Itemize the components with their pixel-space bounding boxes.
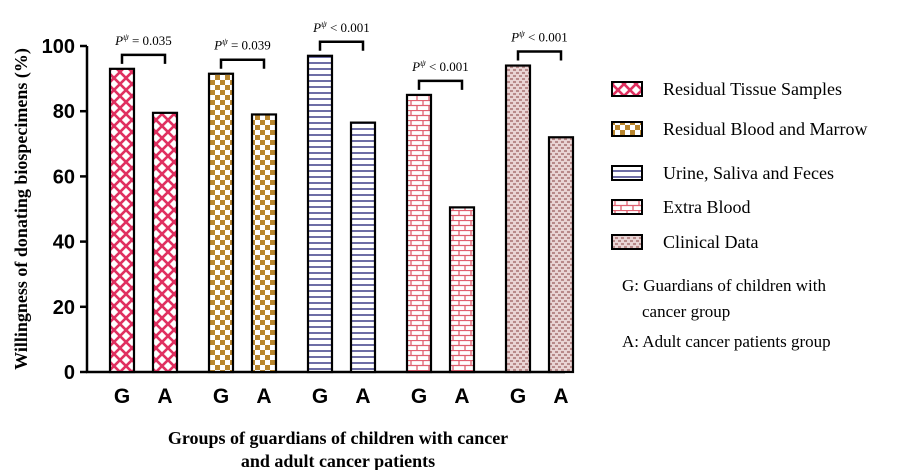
significance-layer: Pψ = 0.035 Pψ = 0.039 Pψ < 0.001 Pψ < 0.001… [114, 19, 568, 90]
bar-a [349, 121, 377, 374]
legend-swatch [611, 81, 643, 97]
bar-g [405, 93, 433, 374]
x-tick-label: A [454, 385, 469, 408]
y-axis-label: Willingness of donating biospecimens (%) [11, 48, 32, 370]
legend-label: Urine, Saliva and Feces [663, 163, 834, 183]
significance-bracket [219, 58, 266, 69]
x-tick-label: A [157, 385, 172, 408]
bars-layer [108, 54, 575, 374]
significance-bracket [318, 40, 365, 51]
legend-swatch [611, 234, 643, 250]
x-axis-label-line2: and adult cancer patients [241, 451, 435, 470]
x-axis-label-line1: Groups of guardians of children with can… [168, 428, 508, 448]
legend-label: Residual Tissue Samples [663, 79, 842, 99]
x-tick-label: G [114, 385, 130, 408]
y-tick-label: 100 [42, 36, 75, 58]
x-tick-label: G [312, 385, 328, 408]
p-value-label: Pψ < 0.001 [312, 19, 370, 35]
group-notes: G: Guardians of children with cancer grou… [622, 276, 831, 351]
note-line: A: Adult cancer patients group [622, 332, 831, 351]
bar-g [207, 72, 235, 374]
legend-label: Residual Blood and Marrow [663, 119, 867, 139]
p-value-label: Pψ < 0.001 [510, 29, 568, 45]
legend-label: Extra Blood [663, 197, 751, 217]
y-tick-label: 20 [53, 297, 75, 319]
y-axis: 0 20 40 60 80 100 [42, 36, 89, 384]
bar-a [547, 136, 575, 374]
note-line: G: Guardians of children with [622, 276, 826, 295]
y-tick-label: 80 [53, 101, 75, 123]
bar-a [151, 111, 179, 374]
x-tick-label: G [411, 385, 427, 408]
y-tick-label: 40 [53, 232, 75, 254]
bar-a [250, 113, 278, 374]
legend-swatch [611, 165, 643, 181]
x-tick-label: A [355, 385, 370, 408]
p-value-label: Pψ < 0.001 [411, 58, 469, 74]
p-value-label: Pψ = 0.039 [213, 37, 271, 53]
legend-swatch [611, 121, 643, 137]
significance-bracket [120, 53, 167, 64]
p-value-label: Pψ = 0.035 [114, 32, 172, 48]
y-tick-label: 60 [53, 166, 75, 188]
significance-bracket [516, 50, 563, 61]
bar-g [108, 67, 136, 374]
bar-a [448, 206, 476, 374]
legend: Residual Tissue Samples Residual Blood an… [611, 79, 867, 252]
x-tick-label: G [510, 385, 526, 408]
x-tick-label: A [256, 385, 271, 408]
bar-g [306, 54, 334, 374]
bar-g [504, 64, 532, 374]
x-tick-label: G [213, 385, 229, 408]
x-tick-label: A [553, 385, 568, 408]
note-line: cancer group [642, 302, 730, 321]
legend-label: Clinical Data [663, 232, 758, 252]
significance-bracket [417, 79, 464, 90]
y-tick-label: 0 [64, 362, 75, 384]
legend-swatch [611, 199, 643, 215]
